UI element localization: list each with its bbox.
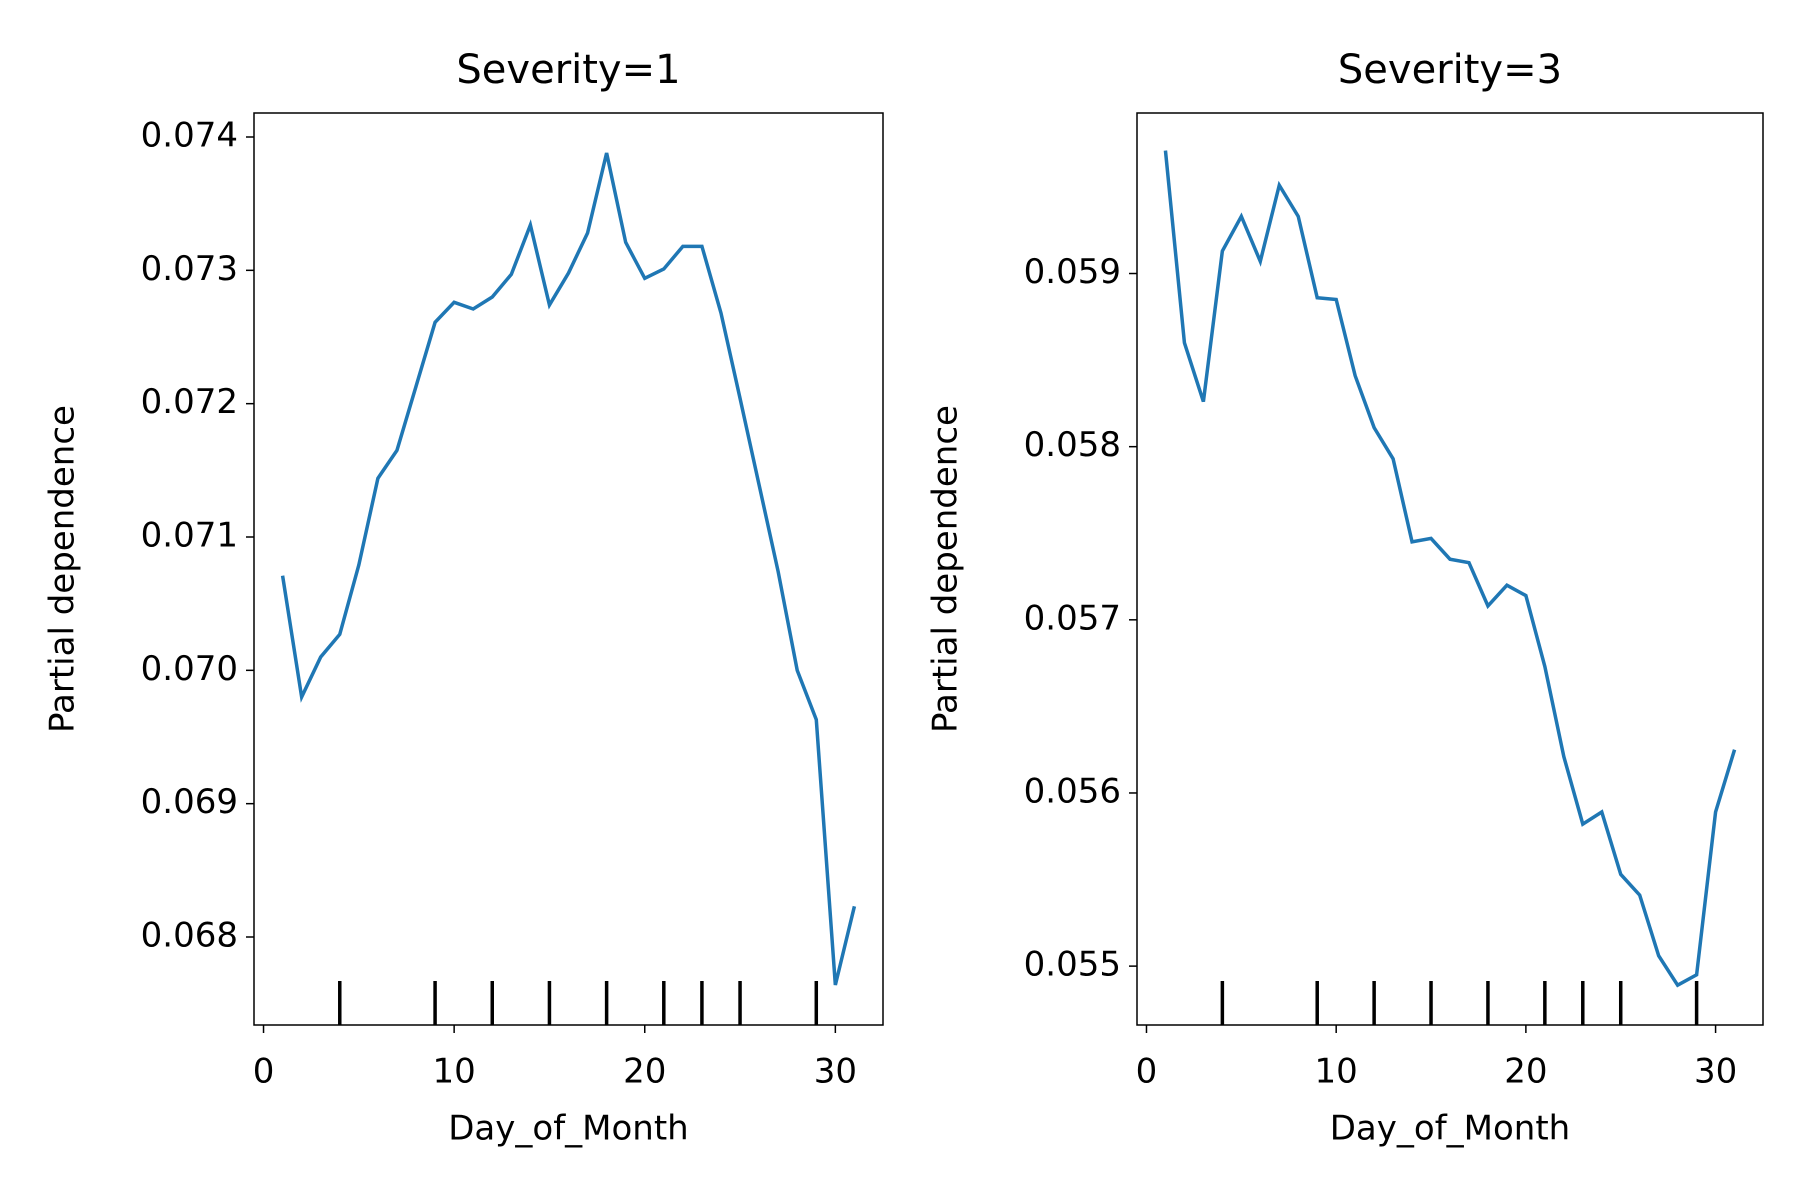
axes-frame — [1136, 112, 1764, 1026]
x-tick-label: 20 — [623, 1052, 666, 1092]
x-tick-label: 30 — [1694, 1052, 1737, 1092]
x-tick-label: 30 — [814, 1052, 857, 1092]
line-series — [280, 152, 857, 986]
y-tick-label: 0.072 — [141, 382, 238, 422]
y-tick-label: 0.055 — [1024, 945, 1121, 985]
x-tick-label: 0 — [253, 1052, 275, 1092]
x-tick-label: 0 — [1136, 1052, 1158, 1092]
y-tick-label: 0.059 — [1024, 252, 1121, 292]
y-tick-label: 0.073 — [141, 249, 238, 289]
x-axis-label: Day_of_Month — [1330, 1109, 1570, 1149]
x-tick-label: 10 — [433, 1052, 476, 1092]
y-tick-label: 0.057 — [1024, 598, 1121, 638]
y-tick-label: 0.069 — [141, 782, 238, 822]
y-tick-label: 0.071 — [141, 516, 238, 556]
x-axis-label: Day_of_Month — [448, 1109, 688, 1149]
chart-title: Severity=3 — [1338, 47, 1562, 93]
x-tick-label: 20 — [1504, 1052, 1547, 1092]
y-tick-label: 0.074 — [141, 116, 238, 156]
chart-title: Severity=1 — [456, 47, 680, 93]
line-series — [1163, 150, 1737, 988]
y-tick-label: 0.056 — [1024, 771, 1121, 811]
y-axis-label: Partial dependence — [926, 405, 966, 733]
y-tick-label: 0.068 — [141, 916, 238, 956]
axes-frame — [253, 112, 884, 1026]
y-axis-label: Partial dependence — [43, 405, 83, 733]
y-tick-label: 0.058 — [1024, 425, 1121, 465]
y-tick-label: 0.070 — [141, 649, 238, 689]
x-tick-label: 10 — [1315, 1052, 1358, 1092]
